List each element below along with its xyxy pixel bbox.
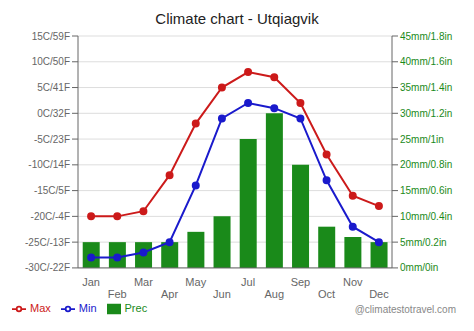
- html-text:Max: Max: [30, 301, 51, 314]
- svg-text:Nov: Nov: [343, 276, 363, 288]
- svg-text:45mm/1.8in: 45mm/1.8in: [400, 31, 452, 42]
- svg-text:10mm/0.4in: 10mm/0.4in: [400, 211, 452, 222]
- svg-text:Dec: Dec: [369, 288, 389, 300]
- svg-text:10C/50F: 10C/50F: [32, 56, 70, 67]
- svg-text:Aug: Aug: [264, 288, 284, 300]
- html-text:Climate chart - Utqiagvik: Climate chart - Utqiagvik: [155, 10, 319, 27]
- svg-text:-30C/-22F: -30C/-22F: [25, 262, 70, 273]
- svg-text:Jan: Jan: [82, 276, 100, 288]
- svg-text:Sep: Sep: [291, 276, 311, 288]
- svg-text:0C/32F: 0C/32F: [37, 108, 70, 119]
- svg-text:Jul: Jul: [241, 276, 255, 288]
- svg-text:Mar: Mar: [134, 276, 153, 288]
- svg-text:-15C/5F: -15C/5F: [34, 185, 70, 196]
- svg-text:Apr: Apr: [161, 288, 178, 300]
- svg-text:30mm/1.2in: 30mm/1.2in: [400, 108, 452, 119]
- svg-text:Feb: Feb: [108, 288, 127, 300]
- svg-text:Jun: Jun: [213, 288, 231, 300]
- svg-text:25mm/1in: 25mm/1in: [400, 134, 444, 145]
- svg-text:-20C/-4F: -20C/-4F: [31, 211, 70, 222]
- svg-text:0mm/0in: 0mm/0in: [400, 262, 438, 273]
- svg-text:35mm/1.4in: 35mm/1.4in: [400, 82, 452, 93]
- svg-text:15mm/0.6in: 15mm/0.6in: [400, 185, 452, 196]
- svg-text:May: May: [185, 276, 206, 288]
- svg-text:5mm/0.2in: 5mm/0.2in: [400, 237, 447, 248]
- svg-text:20mm/0.8in: 20mm/0.8in: [400, 159, 452, 170]
- html-text:Prec: Prec: [124, 301, 148, 314]
- html-text:Min: Min: [78, 301, 97, 314]
- svg-text:-10C/14F: -10C/14F: [28, 159, 70, 170]
- svg-text:-25C/-13F: -25C/-13F: [25, 237, 70, 248]
- svg-text:40mm/1.6in: 40mm/1.6in: [400, 56, 452, 67]
- svg-text:15C/59F: 15C/59F: [32, 31, 70, 42]
- svg-text:-5C/23F: -5C/23F: [34, 134, 70, 145]
- html-text:@climatestotravel.com: @climatestotravel.com: [354, 304, 456, 315]
- svg-text:5C/41F: 5C/41F: [37, 82, 70, 93]
- svg-text:Oct: Oct: [318, 288, 335, 300]
